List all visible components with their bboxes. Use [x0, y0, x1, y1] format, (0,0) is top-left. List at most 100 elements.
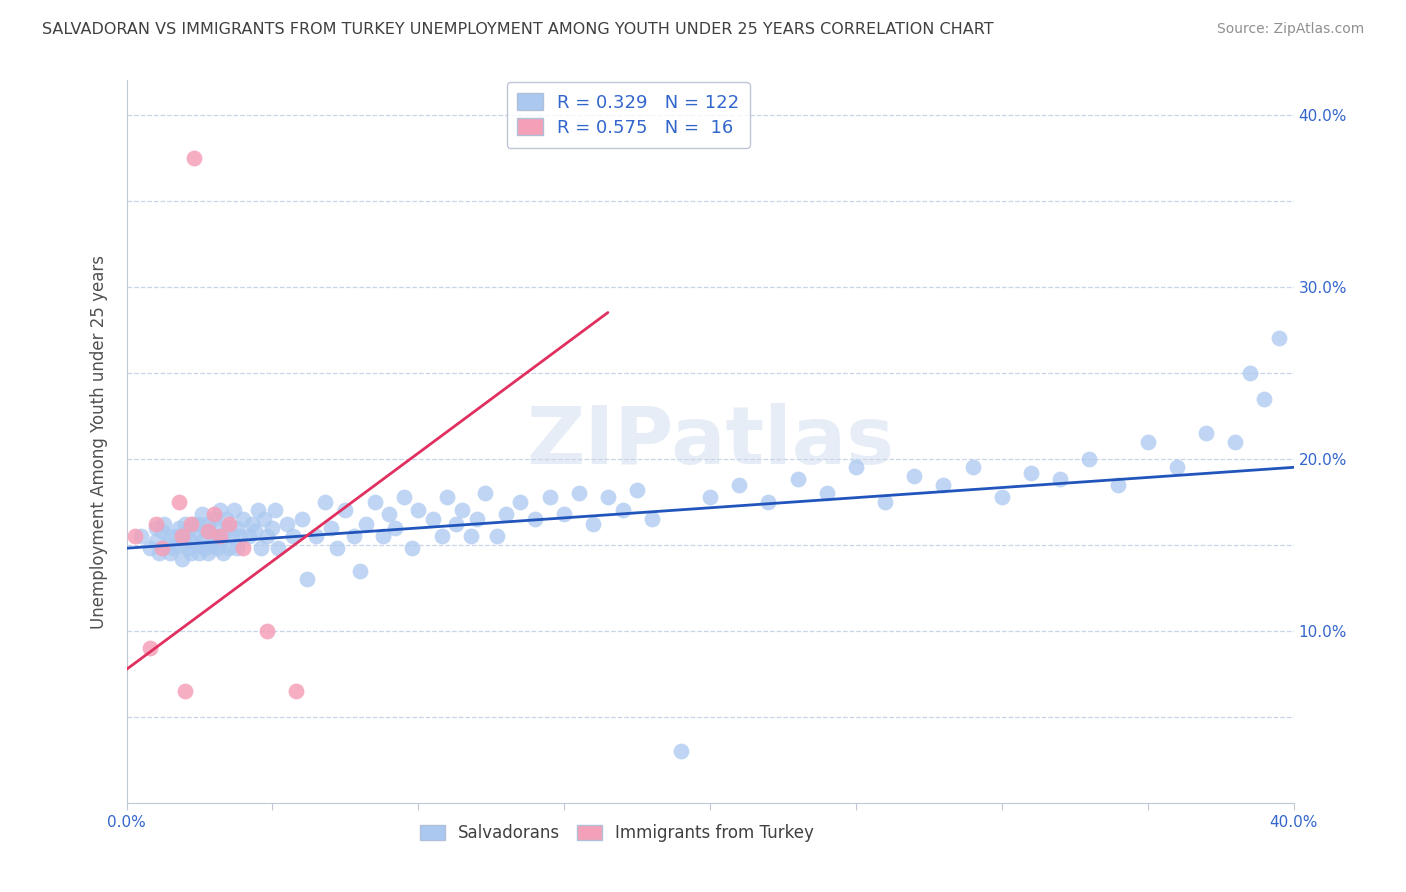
Text: SALVADORAN VS IMMIGRANTS FROM TURKEY UNEMPLOYMENT AMONG YOUTH UNDER 25 YEARS COR: SALVADORAN VS IMMIGRANTS FROM TURKEY UNE…: [42, 22, 994, 37]
Point: [384, 520, 406, 534]
Point: [786, 472, 808, 486]
Point: [191, 534, 214, 549]
Point: [436, 490, 458, 504]
Point: [208, 534, 231, 549]
Point: [305, 529, 328, 543]
Point: [249, 541, 271, 556]
Point: [314, 494, 336, 508]
Point: [224, 503, 246, 517]
Point: [538, 490, 561, 504]
Point: [240, 517, 263, 532]
Point: [186, 538, 208, 552]
Point: [349, 564, 371, 578]
Point: [180, 517, 202, 532]
Point: [1078, 451, 1101, 466]
Point: [626, 483, 648, 497]
Point: [290, 512, 312, 526]
Point: [1253, 392, 1275, 406]
Point: [162, 541, 184, 556]
Point: [170, 529, 193, 543]
Point: [1223, 434, 1246, 449]
Point: [197, 517, 219, 532]
Point: [875, 494, 897, 508]
Point: [284, 684, 307, 698]
Point: [211, 546, 233, 560]
Point: [699, 490, 721, 504]
Point: [167, 494, 190, 508]
Point: [1239, 366, 1261, 380]
Point: [205, 520, 228, 534]
Point: [145, 534, 167, 549]
Point: [202, 512, 225, 526]
Point: [264, 503, 287, 517]
Point: [215, 512, 238, 526]
Point: [139, 640, 162, 655]
Point: [990, 490, 1012, 504]
Point: [276, 517, 298, 532]
Point: [354, 517, 377, 532]
Point: [197, 524, 219, 538]
Point: [669, 744, 692, 758]
Point: [174, 517, 197, 532]
Point: [156, 538, 179, 552]
Point: [218, 517, 240, 532]
Point: [486, 529, 509, 543]
Point: [509, 494, 531, 508]
Y-axis label: Unemployment Among Youth under 25 years: Unemployment Among Youth under 25 years: [90, 254, 108, 629]
Point: [129, 529, 152, 543]
Point: [186, 524, 208, 538]
Point: [232, 512, 254, 526]
Point: [378, 507, 401, 521]
Point: [246, 503, 269, 517]
Point: [197, 546, 219, 560]
Point: [159, 546, 181, 560]
Point: [297, 572, 319, 586]
Point: [218, 520, 240, 534]
Point: [194, 524, 217, 538]
Point: [124, 529, 146, 543]
Point: [335, 503, 357, 517]
Point: [243, 524, 266, 538]
Point: [180, 546, 202, 560]
Point: [191, 507, 214, 521]
Point: [253, 512, 276, 526]
Point: [495, 507, 517, 521]
Point: [232, 541, 254, 556]
Point: [256, 624, 278, 638]
Point: [170, 551, 193, 566]
Point: [167, 538, 190, 552]
Point: [218, 541, 240, 556]
Point: [221, 529, 243, 543]
Point: [208, 503, 231, 517]
Point: [1049, 472, 1071, 486]
Point: [373, 529, 395, 543]
Point: [145, 517, 167, 532]
Point: [903, 469, 925, 483]
Point: [215, 524, 238, 538]
Point: [165, 529, 187, 543]
Point: [392, 490, 415, 504]
Point: [139, 541, 162, 556]
Point: [145, 520, 167, 534]
Point: [202, 507, 225, 521]
Point: [1108, 477, 1130, 491]
Point: [153, 517, 176, 532]
Point: [148, 546, 170, 560]
Point: [1019, 466, 1042, 480]
Point: [188, 546, 211, 560]
Point: [363, 494, 385, 508]
Point: [474, 486, 496, 500]
Point: [177, 524, 200, 538]
Point: [1195, 425, 1218, 440]
Point: [465, 512, 488, 526]
Point: [451, 503, 474, 517]
Point: [422, 512, 444, 526]
Point: [582, 517, 605, 532]
Point: [150, 541, 173, 556]
Point: [226, 541, 249, 556]
Point: [167, 520, 190, 534]
Point: [226, 520, 249, 534]
Point: [200, 538, 222, 552]
Point: [183, 151, 205, 165]
Point: [174, 529, 197, 543]
